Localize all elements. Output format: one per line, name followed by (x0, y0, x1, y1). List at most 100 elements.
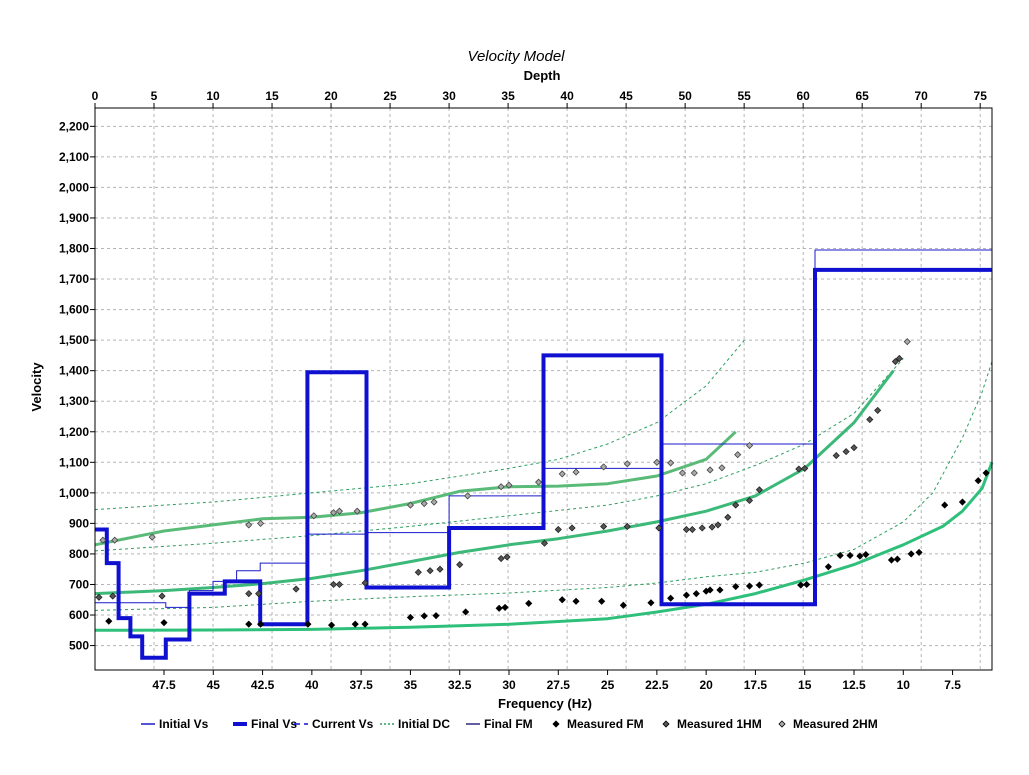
measured-1hm-point (795, 465, 803, 473)
y-tick-label: 900 (69, 516, 89, 530)
measured-1hm-point (292, 585, 300, 593)
y-tick-label: 2,100 (59, 150, 89, 164)
measured-2hm-point (310, 512, 318, 520)
measured-2hm-point (329, 509, 338, 517)
bottom-tick-label: 35 (404, 678, 418, 692)
measured-2hm-point (690, 469, 698, 477)
top-tick-label: 10 (206, 89, 220, 103)
measured-1hm-point (554, 525, 562, 534)
bottom-tick-label: 32.5 (448, 678, 472, 692)
top-tick-label: 20 (324, 89, 338, 103)
legend-label: Final Vs (251, 717, 297, 731)
bottom-tick-label: 22.5 (645, 678, 669, 692)
bottom-tick-label: 12.5 (842, 678, 866, 692)
measured-1hm-point (842, 448, 850, 456)
measured-1hm-point (436, 565, 444, 573)
y-tick-label: 600 (69, 608, 89, 622)
top-tick-label: 5 (151, 89, 158, 103)
bottom-tick-label: 30 (502, 678, 516, 692)
bottom-tick-label: 42.5 (251, 678, 275, 692)
measured-1hm-point (361, 579, 369, 587)
measured-2hm-point (623, 460, 631, 468)
measured-2hm-point (558, 470, 566, 478)
y-tick-label: 1,300 (59, 394, 89, 408)
top-tick-label: 40 (560, 89, 574, 103)
top-axis-title: Depth (524, 68, 561, 83)
measured-fm-point (797, 581, 805, 589)
measured-2hm-point (420, 499, 428, 508)
top-tick-label: 35 (501, 89, 515, 103)
measured-fm-point (406, 613, 414, 622)
legend-label: Measured 2HM (793, 717, 878, 731)
measured-fm-point (647, 599, 655, 607)
measured-2hm-point (535, 478, 543, 486)
measured-fm-point (745, 582, 754, 590)
measured-fm-point (558, 596, 566, 604)
measured-1hm-point (708, 523, 716, 531)
legend-marker (778, 720, 786, 728)
measured-fm-point (862, 550, 870, 559)
y-tick-label: 1,600 (59, 303, 89, 317)
bottom-tick-label: 37.5 (349, 678, 373, 692)
y-tick-label: 1,000 (59, 486, 89, 500)
final-fm-fundamental-line (94, 461, 994, 632)
measured-1hm-point (732, 501, 740, 509)
final-second-higher-line (94, 430, 737, 547)
measured-2hm-point (245, 521, 253, 529)
top-tick-label: 45 (619, 89, 633, 103)
y-tick-label: 800 (69, 547, 89, 561)
bottom-tick-label: 20 (699, 678, 713, 692)
measured-fm-point (420, 612, 428, 620)
measured-2hm-point (335, 507, 344, 515)
top-tick-label: 55 (737, 89, 751, 103)
bottom-tick-label: 7.5 (944, 678, 961, 692)
measured-1hm-point (497, 554, 505, 563)
bottom-tick-label: 45 (207, 678, 221, 692)
y-tick-label: 1,100 (59, 455, 89, 469)
measured-2hm-point (464, 492, 472, 500)
measured-fm-point (598, 597, 606, 605)
measured-1hm-point (623, 522, 631, 531)
top-tick-label: 60 (796, 89, 810, 103)
measured-fm-point (462, 608, 470, 616)
final-vs-step-line (95, 267, 992, 660)
bottom-tick-label: 27.5 (547, 678, 571, 692)
top-tick-label: 30 (442, 89, 456, 103)
measured-2hm-point (903, 338, 911, 346)
y-tick-label: 700 (69, 577, 89, 591)
measured-1hm-point (745, 496, 754, 505)
measured-fm-point (982, 469, 990, 477)
top-tick-label: 25 (383, 89, 397, 103)
measured-fm-point (907, 550, 915, 558)
measured-1hm-point (329, 580, 338, 589)
measured-fm-point (941, 501, 949, 509)
measured-2hm-point (745, 441, 754, 450)
y-tick-label: 1,200 (59, 425, 89, 439)
measured-1hm-point (755, 486, 763, 494)
measured-1hm-point (540, 539, 549, 547)
measured-1hm-point (456, 561, 464, 569)
plot-area: 5006007008009001,0001,1001,2001,3001,400… (59, 89, 994, 692)
measured-fm-point (846, 551, 854, 560)
measured-1hm-point (850, 444, 858, 452)
legend-label: Current Vs (312, 717, 374, 731)
measured-fm-point (803, 580, 811, 589)
measured-2hm-point (600, 463, 608, 471)
measured-1hm-point (724, 513, 732, 521)
legend: Initial Vs Final Vs Current Vs Initial DC Fi… (141, 717, 878, 731)
measured-fm-point (495, 604, 503, 612)
measured-fm-point (732, 583, 740, 591)
measured-1hm-point (426, 567, 434, 575)
measured-fm-point (824, 563, 832, 571)
measured-fm-point (915, 548, 923, 556)
measured-fm-point (887, 556, 896, 564)
bottom-tick-label: 17.5 (744, 678, 768, 692)
measured-fm-point (105, 617, 113, 625)
measured-2hm-point (572, 468, 580, 476)
initial-dc-second-higher-line (94, 338, 746, 511)
legend-label: Measured 1HM (677, 717, 762, 731)
measured-fm-point (525, 599, 533, 607)
measured-1hm-point (874, 406, 882, 414)
